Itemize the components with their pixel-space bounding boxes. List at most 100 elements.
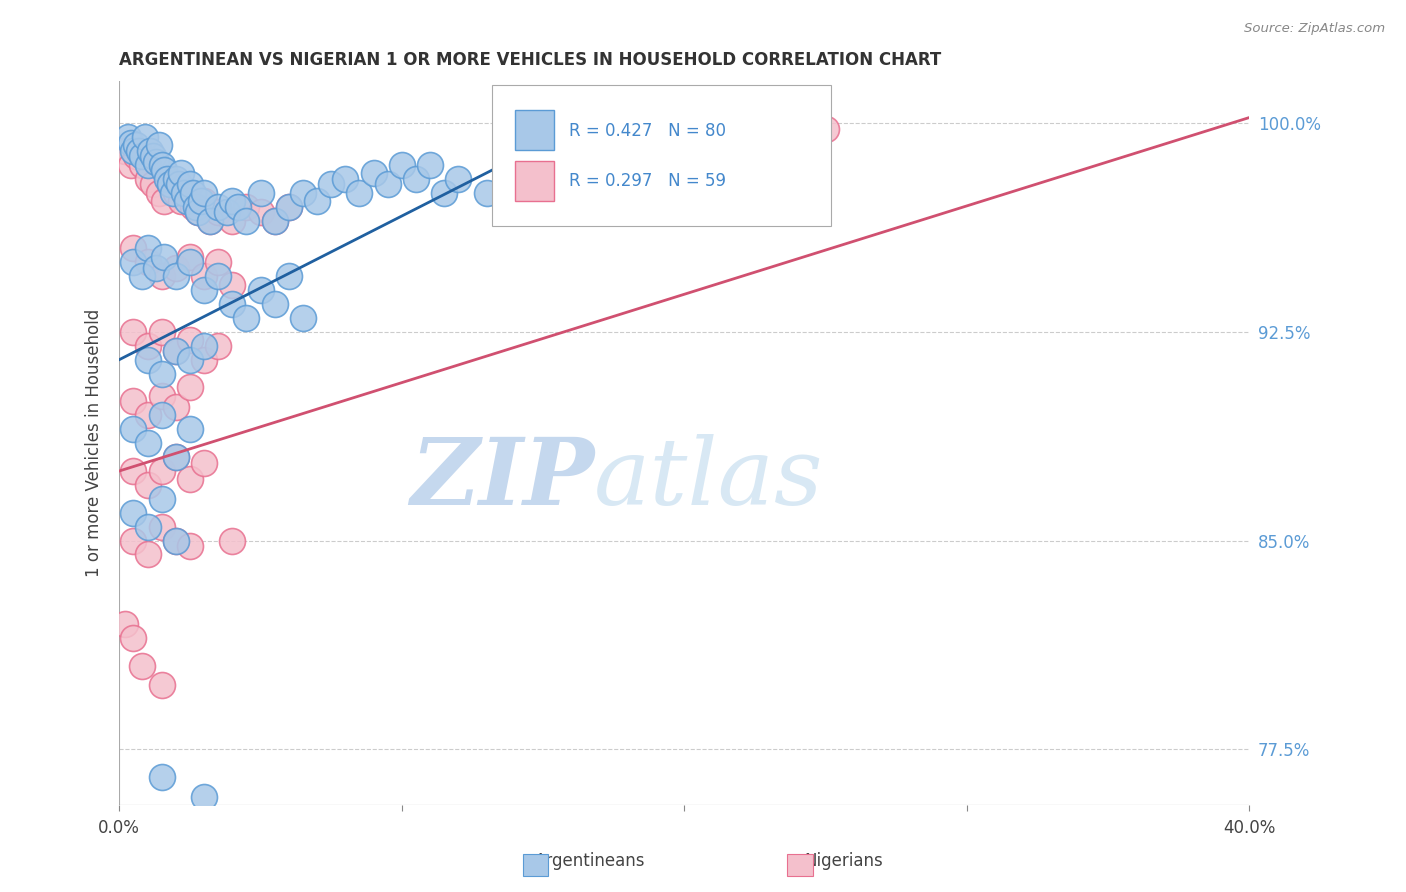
Point bbox=[277, 200, 299, 214]
Point bbox=[193, 269, 215, 284]
Point bbox=[165, 269, 187, 284]
Point bbox=[179, 250, 201, 264]
Point bbox=[148, 138, 170, 153]
Point bbox=[179, 352, 201, 367]
Point bbox=[150, 409, 173, 423]
Point bbox=[179, 422, 201, 436]
Point bbox=[193, 789, 215, 804]
Point bbox=[159, 178, 181, 192]
Point bbox=[814, 121, 837, 136]
Point bbox=[114, 617, 136, 632]
Point bbox=[165, 450, 187, 464]
Point bbox=[117, 130, 139, 145]
Point bbox=[184, 200, 207, 214]
FancyBboxPatch shape bbox=[492, 85, 831, 226]
Point bbox=[170, 194, 193, 208]
Point bbox=[125, 149, 148, 163]
Point bbox=[159, 178, 181, 192]
Point bbox=[193, 352, 215, 367]
Point bbox=[122, 506, 145, 520]
Point bbox=[263, 297, 285, 311]
Point bbox=[114, 144, 136, 158]
Point bbox=[167, 178, 190, 192]
Point bbox=[391, 158, 413, 172]
Point bbox=[131, 149, 153, 163]
Point bbox=[120, 158, 142, 172]
Point bbox=[122, 394, 145, 409]
Point bbox=[136, 519, 159, 533]
Point bbox=[131, 269, 153, 284]
Point bbox=[136, 158, 159, 172]
Point bbox=[136, 171, 159, 186]
Point bbox=[153, 194, 176, 208]
Point bbox=[173, 186, 195, 200]
Point bbox=[150, 389, 173, 403]
Point bbox=[142, 149, 165, 163]
Point bbox=[136, 436, 159, 450]
Point bbox=[405, 171, 427, 186]
Point bbox=[122, 464, 145, 478]
Point bbox=[207, 269, 229, 284]
Text: Nigerians: Nigerians bbox=[804, 852, 883, 870]
Point bbox=[179, 255, 201, 269]
Point bbox=[131, 658, 153, 673]
Point bbox=[249, 205, 271, 219]
Point bbox=[181, 186, 204, 200]
Point bbox=[176, 194, 198, 208]
Text: ZIP: ZIP bbox=[409, 434, 593, 524]
Point bbox=[120, 136, 142, 150]
FancyBboxPatch shape bbox=[515, 111, 554, 150]
Text: ARGENTINEAN VS NIGERIAN 1 OR MORE VEHICLES IN HOUSEHOLD CORRELATION CHART: ARGENTINEAN VS NIGERIAN 1 OR MORE VEHICL… bbox=[120, 51, 942, 69]
Y-axis label: 1 or more Vehicles in Household: 1 or more Vehicles in Household bbox=[86, 309, 103, 577]
Point bbox=[128, 144, 150, 158]
Point bbox=[136, 548, 159, 562]
Point bbox=[221, 277, 243, 292]
Point bbox=[150, 158, 173, 172]
Point bbox=[122, 533, 145, 548]
Point bbox=[150, 678, 173, 692]
Point bbox=[139, 144, 162, 158]
Point bbox=[122, 255, 145, 269]
Point bbox=[165, 344, 187, 359]
Point bbox=[179, 178, 201, 192]
Point bbox=[162, 186, 184, 200]
Point bbox=[419, 158, 441, 172]
Point bbox=[150, 770, 173, 784]
Point bbox=[363, 166, 385, 180]
Point bbox=[148, 186, 170, 200]
Point bbox=[263, 213, 285, 227]
Point bbox=[221, 213, 243, 227]
Point bbox=[142, 178, 165, 192]
Point bbox=[187, 205, 209, 219]
Point bbox=[122, 144, 145, 158]
Point bbox=[165, 400, 187, 414]
Point bbox=[193, 186, 215, 200]
Point bbox=[193, 456, 215, 470]
Point bbox=[335, 171, 357, 186]
Text: R = 0.427   N = 80: R = 0.427 N = 80 bbox=[569, 121, 725, 139]
Point bbox=[136, 478, 159, 492]
Point bbox=[221, 194, 243, 208]
Point bbox=[198, 213, 221, 227]
Text: atlas: atlas bbox=[593, 434, 824, 524]
Point bbox=[235, 310, 257, 325]
Point bbox=[226, 200, 249, 214]
Point bbox=[291, 186, 314, 200]
Point bbox=[277, 269, 299, 284]
Point bbox=[193, 339, 215, 353]
Point bbox=[150, 464, 173, 478]
Point bbox=[165, 260, 187, 275]
Point bbox=[377, 178, 399, 192]
Point bbox=[165, 171, 187, 186]
Point bbox=[305, 194, 328, 208]
Point bbox=[207, 339, 229, 353]
Point bbox=[249, 186, 271, 200]
Point bbox=[153, 250, 176, 264]
Point bbox=[207, 205, 229, 219]
Point bbox=[207, 255, 229, 269]
Point bbox=[136, 339, 159, 353]
Point bbox=[235, 213, 257, 227]
Point bbox=[136, 255, 159, 269]
Point bbox=[153, 163, 176, 178]
Point bbox=[165, 533, 187, 548]
